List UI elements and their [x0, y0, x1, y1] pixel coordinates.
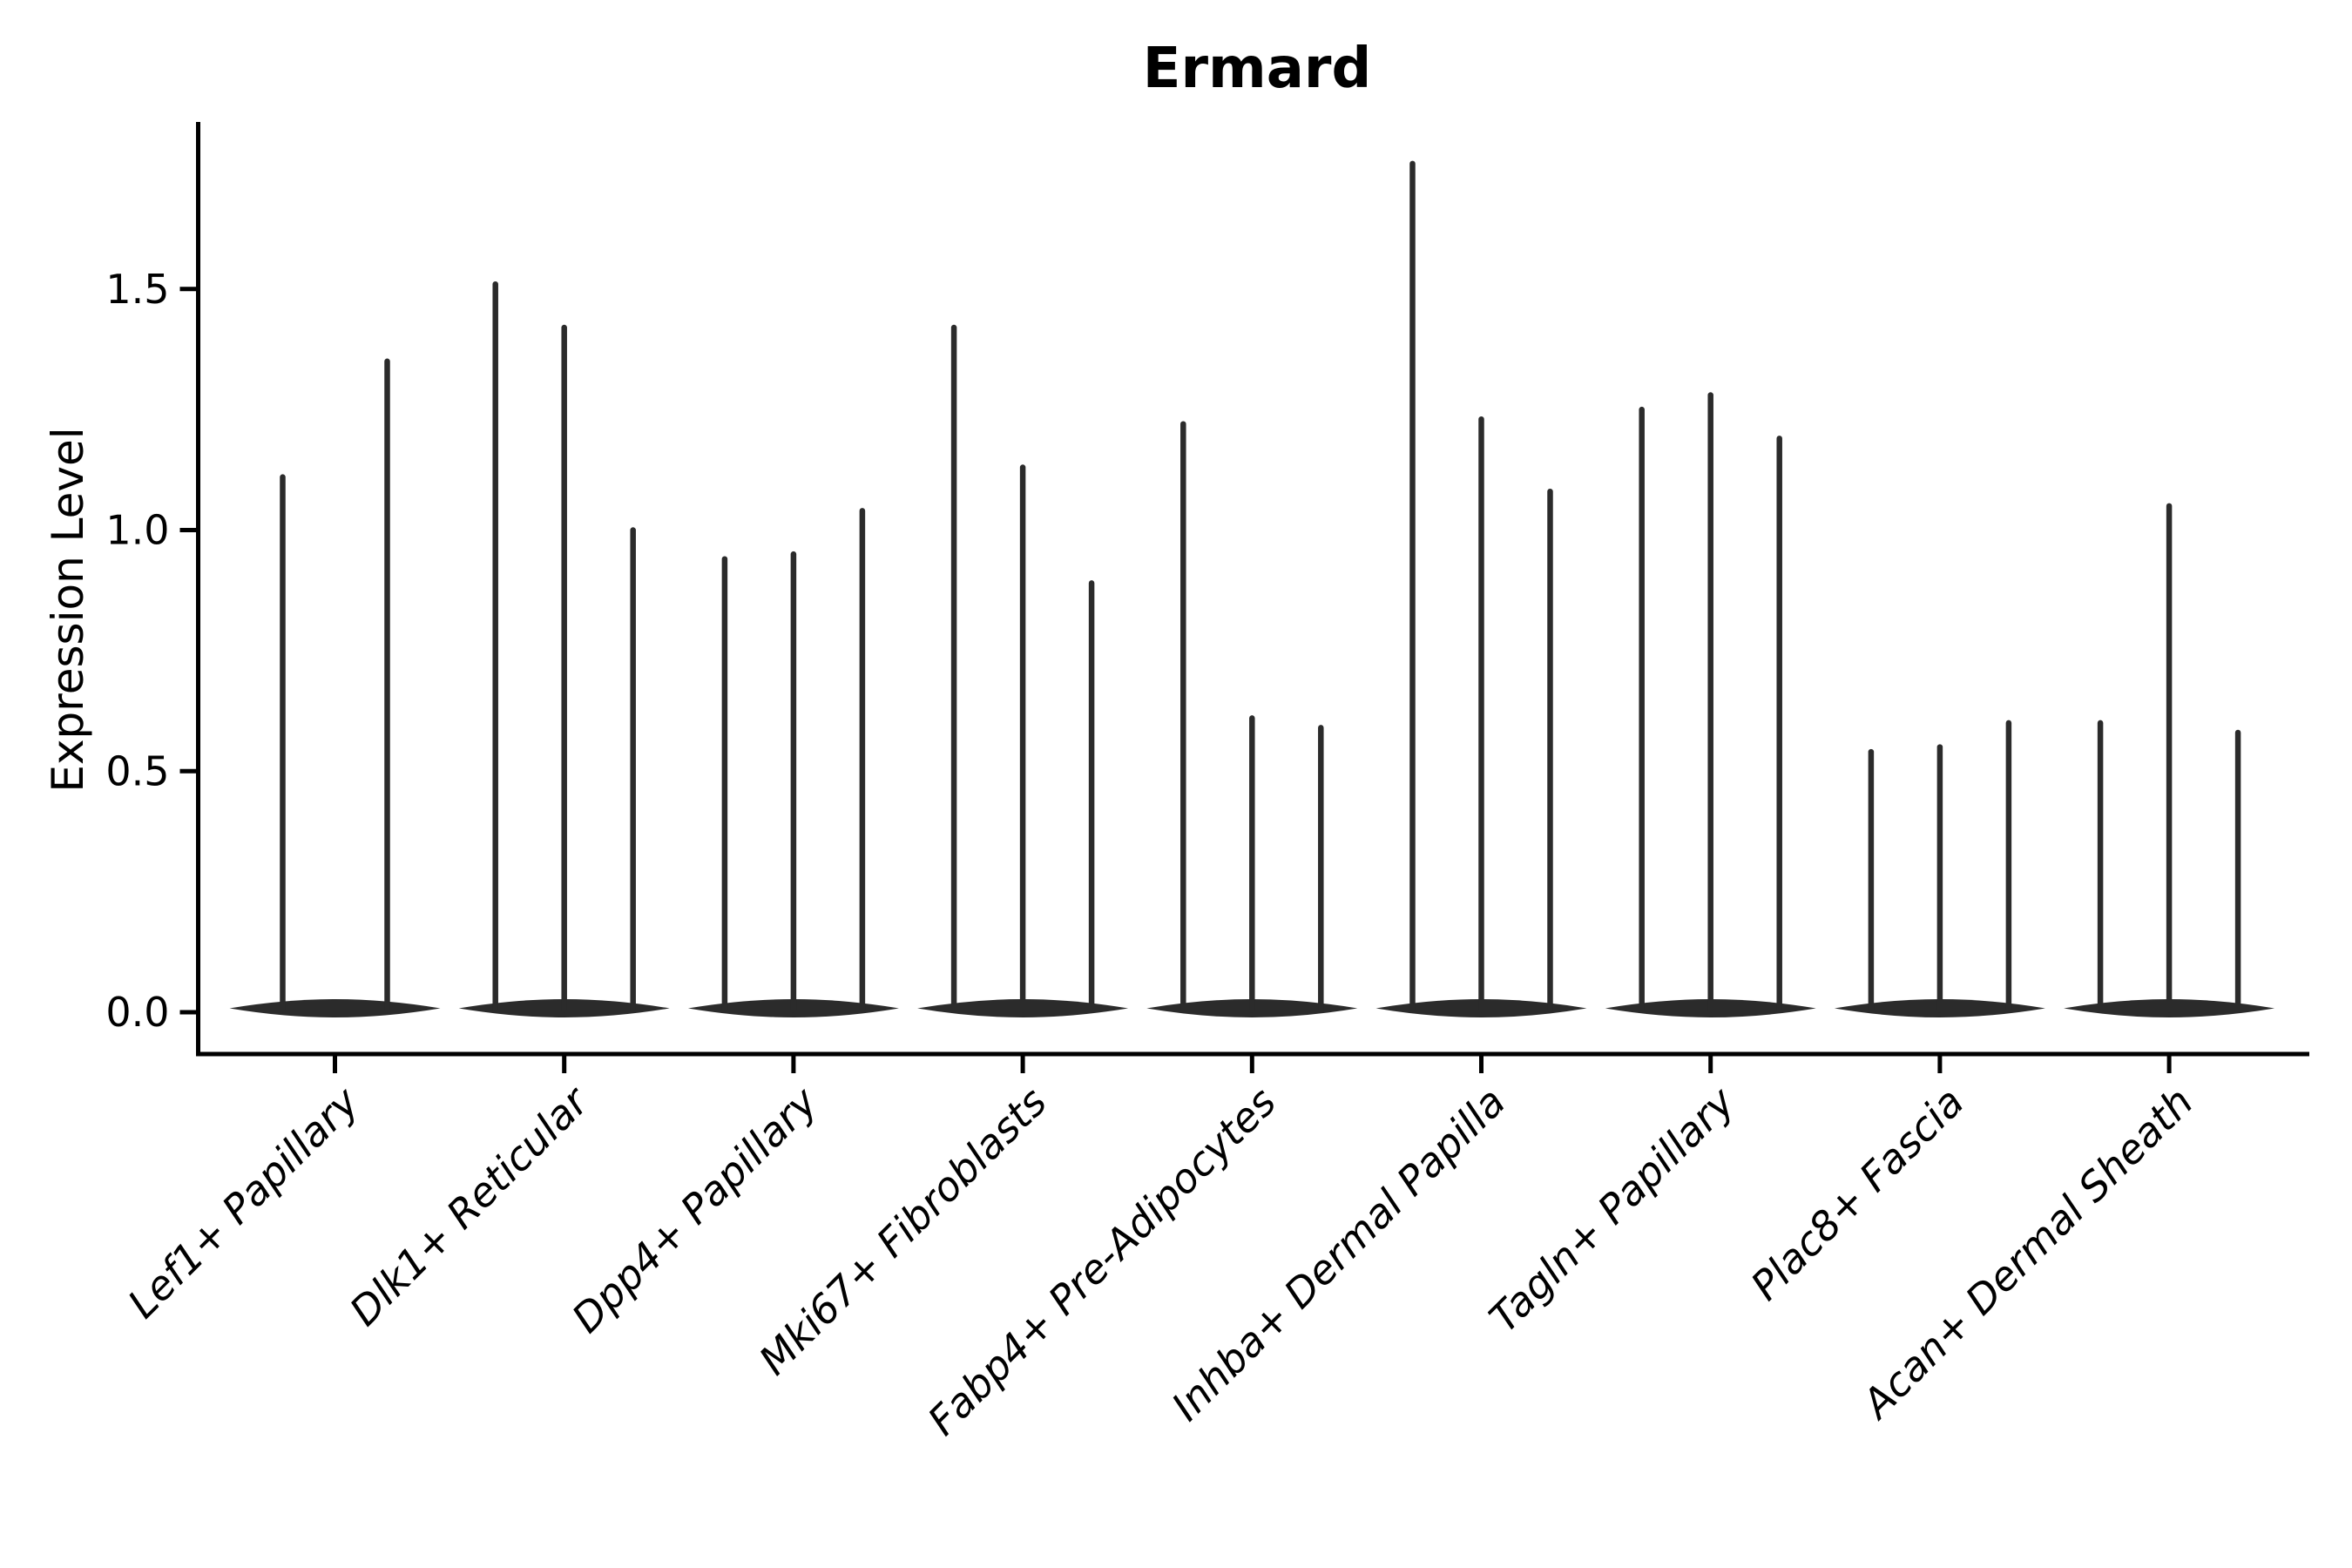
x-tick-label: Plac8+ Fascia	[1741, 1078, 1972, 1309]
x-tick-label: Tagln+ Papillary	[1480, 1078, 1744, 1342]
x-tick-label: Lef1+ Papillary	[118, 1078, 368, 1327]
y-tick-label: 1.5	[105, 266, 169, 313]
y-ticks: 0.0 0.5 1.0 1.5	[105, 266, 199, 1036]
y-axis-label: Expression Level	[43, 427, 93, 792]
y-tick-label: 1.0	[105, 507, 169, 554]
violins	[229, 160, 2275, 1017]
x-tick-label: Dlk1+ Reticular	[341, 1076, 599, 1335]
y-tick-label: 0.0	[105, 989, 169, 1036]
violin-base	[229, 999, 441, 1017]
plot-title: Ermard	[1143, 37, 1372, 101]
x-tick-label: Dpp4+ Papillary	[563, 1078, 827, 1342]
y-tick-label: 0.5	[105, 747, 169, 794]
